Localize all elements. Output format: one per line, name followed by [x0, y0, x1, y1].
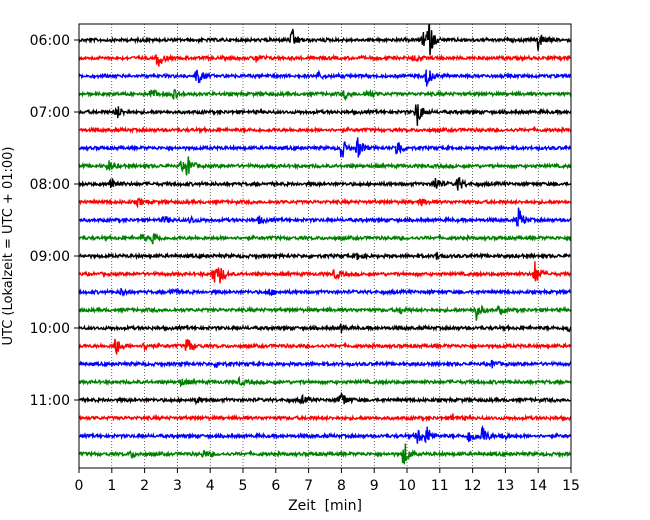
- seismic-trace: [78, 304, 572, 321]
- y-tick-label: 07:00: [30, 105, 70, 121]
- seismic-trace: [78, 233, 572, 245]
- seismic-trace: [78, 177, 572, 191]
- x-tick-label: 4: [206, 478, 215, 494]
- y-tick-label: 08:00: [30, 177, 70, 193]
- seismic-trace: [78, 197, 572, 209]
- x-tick-label: 2: [140, 478, 149, 494]
- y-tick-label: 11:00: [30, 393, 70, 409]
- seismic-trace: [78, 375, 572, 388]
- seismic-trace: [78, 287, 572, 298]
- x-axis-title: Zeit [min]: [288, 498, 362, 514]
- x-tick-label: 15: [562, 478, 580, 494]
- seismic-trace: [78, 261, 572, 284]
- seismic-trace: [78, 359, 572, 369]
- y-tick-label: 06:00: [30, 33, 70, 49]
- plot-background: [79, 24, 571, 468]
- seismic-trace: [78, 323, 572, 333]
- x-tick-label: 12: [464, 478, 482, 494]
- seismic-trace: [78, 443, 572, 465]
- seismic-trace: [78, 338, 572, 355]
- plot-frame: [78, 23, 572, 469]
- seismic-trace: [78, 104, 572, 126]
- seismic-trace: [78, 53, 572, 67]
- y-axis-title: UTC (Lokalzeit = UTC + 01:00): [1, 147, 16, 346]
- x-tick-label: 14: [529, 478, 547, 494]
- x-tick-label: 3: [173, 478, 182, 494]
- x-tick-label: 13: [496, 478, 514, 494]
- seismic-trace: [78, 69, 572, 87]
- x-tick-label: 11: [431, 478, 449, 494]
- seismic-trace: [78, 207, 572, 228]
- seismic-traces: [78, 23, 572, 465]
- x-tick-label: 5: [239, 478, 248, 494]
- seismic-trace: [78, 23, 572, 56]
- vertical-grid: [111, 24, 539, 468]
- seismic-trace: [78, 251, 572, 261]
- seismic-trace: [78, 156, 572, 176]
- y-tick-label: 10:00: [30, 321, 70, 337]
- x-tick-label: 7: [304, 478, 313, 494]
- x-tick-label: 6: [271, 478, 280, 494]
- seismic-trace: [78, 391, 572, 406]
- y-axis-ticks: 06:00 07:00 08:00 09:00 10:00 11:00: [30, 33, 79, 409]
- seismic-trace: [78, 413, 572, 422]
- x-tick-label: 1: [107, 478, 116, 494]
- x-tick-label: 10: [398, 478, 416, 494]
- y-tick-label: 09:00: [30, 249, 70, 265]
- x-axis-ticks: 0 1 2 3 4 5 6 7 8 9 10 11 12 13 14 15: [75, 468, 580, 494]
- x-tick-label: 8: [337, 478, 346, 494]
- x-tick-label: 0: [75, 478, 84, 494]
- seismic-trace: [78, 424, 572, 444]
- x-tick-label: 9: [370, 478, 379, 494]
- seismic-trace: [78, 88, 572, 101]
- seismic-trace: [78, 137, 572, 158]
- seismic-trace: [78, 125, 572, 135]
